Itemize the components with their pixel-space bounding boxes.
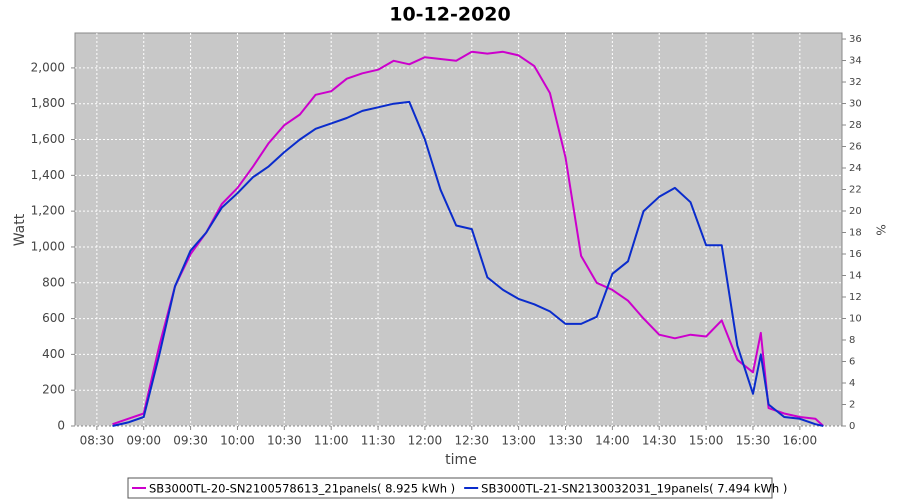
series-line <box>112 50 824 427</box>
y2-tick-label: 24 <box>849 163 862 174</box>
x-tick-label: 16:00 <box>783 434 818 448</box>
y2-tick-label: 22 <box>849 185 862 196</box>
x-tick-label: 14:30 <box>642 434 677 448</box>
y2-tick-label: 32 <box>849 77 862 88</box>
y2-axis-label: % <box>874 224 888 235</box>
x-axis-label: time <box>445 452 477 468</box>
x-tick-label: 11:00 <box>314 434 349 448</box>
y2-tick-label: 10 <box>849 314 862 325</box>
x-tick-label: 14:00 <box>595 434 630 448</box>
chart-title: 10-12-2020 <box>389 4 511 26</box>
legend <box>127 477 773 499</box>
y2-tick-label: 6 <box>849 357 855 368</box>
y-tick-label: 1,400 <box>31 168 65 182</box>
x-tick-label: 15:30 <box>736 434 771 448</box>
x-tick-label: 10:30 <box>267 434 302 448</box>
y-tick-label: 1,600 <box>31 132 65 146</box>
x-tick-label: 09:30 <box>173 434 208 448</box>
y-tick-label: 600 <box>42 311 65 325</box>
y2-tick-label: 14 <box>849 271 862 282</box>
y2-tick-label: 36 <box>849 34 862 45</box>
y2-tick-label: 16 <box>849 249 862 260</box>
series-line <box>112 100 824 427</box>
y2-tick-label: 4 <box>849 378 855 389</box>
y2-tick-label: 34 <box>849 56 862 67</box>
y-tick-label: 200 <box>42 383 65 397</box>
y2-tick-label: 26 <box>849 142 862 153</box>
plot-area <box>74 32 843 427</box>
legend-label: SB3000TL-20-SN2100578613_21panels( 8.925… <box>149 482 455 496</box>
y2-tick-label: 2 <box>849 400 855 411</box>
x-tick-label: 12:00 <box>408 434 443 448</box>
y-tick-label: 1,000 <box>31 239 65 253</box>
x-tick-label: 13:30 <box>548 434 583 448</box>
y-tick-label: 0 <box>57 419 65 433</box>
x-tick-label: 13:00 <box>501 434 536 448</box>
y2-tick-label: 8 <box>849 335 855 346</box>
x-tick-label: 12:30 <box>454 434 489 448</box>
y-tick-label: 400 <box>42 347 65 361</box>
y-tick-label: 1,200 <box>31 204 65 218</box>
x-tick-label: 11:30 <box>361 434 396 448</box>
x-tick-label: 10:00 <box>220 434 255 448</box>
y2-tick-label: 30 <box>849 99 862 110</box>
y-axis-label: Watt <box>12 213 28 246</box>
y2-tick-label: 28 <box>849 120 862 131</box>
x-tick-label: 09:00 <box>126 434 161 448</box>
y-tick-label: 800 <box>42 275 65 289</box>
y2-tick-label: 18 <box>849 228 862 239</box>
y2-tick-label: 12 <box>849 292 862 303</box>
y-tick-label: 2,000 <box>31 60 65 74</box>
y2-tick-label: 0 <box>849 421 855 432</box>
x-tick-label: 15:00 <box>689 434 724 448</box>
y-tick-label: 1,800 <box>31 96 65 110</box>
x-tick-label: 08:30 <box>80 434 115 448</box>
y2-tick-label: 20 <box>849 206 862 217</box>
legend-label: SB3000TL-21-SN2130032031_19panels( 7.494… <box>481 482 787 496</box>
